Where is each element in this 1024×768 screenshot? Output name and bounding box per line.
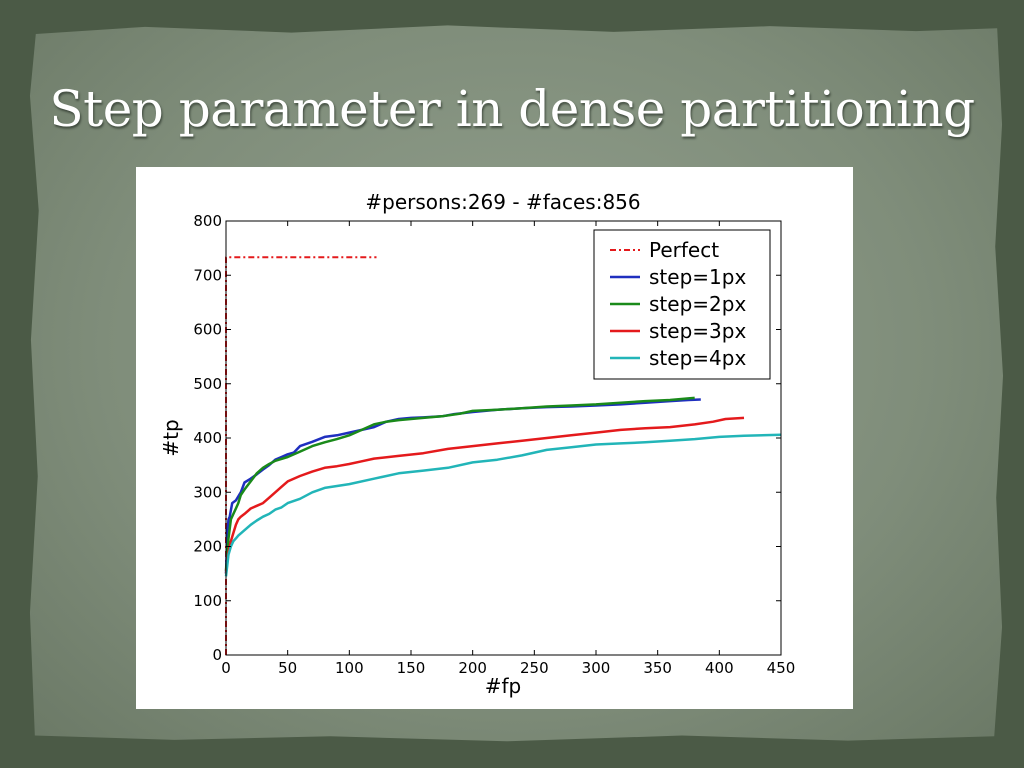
y-tick-label: 300 xyxy=(193,483,222,501)
legend-label: step=3px xyxy=(649,319,746,343)
x-tick-label: 150 xyxy=(397,659,426,677)
legend: Perfect step=1px step=2px step=3px step=4px xyxy=(593,229,771,380)
chart-figure: #persons:269 - #faces:856 0 50 100 150 200 25… xyxy=(136,167,853,709)
x-tick-label: 300 xyxy=(582,659,611,677)
legend-label: step=2px xyxy=(649,292,746,316)
series-line-step-1px xyxy=(224,398,701,574)
series-line-step-4px xyxy=(224,433,782,577)
x-axis-label: #fp xyxy=(485,674,522,698)
legend-label: step=1px xyxy=(649,265,746,289)
x-tick-label: 50 xyxy=(278,659,297,677)
chart-svg: #persons:269 - #faces:856 0 50 100 150 200 25… xyxy=(159,190,795,698)
chart-title: #persons:269 - #faces:856 xyxy=(365,190,640,214)
y-tick-label: 700 xyxy=(193,266,222,284)
x-tick-label: 200 xyxy=(458,659,487,677)
legend-label: Perfect xyxy=(649,238,719,262)
x-tick-label: 0 xyxy=(221,659,231,677)
y-tick-label: 0 xyxy=(212,646,222,664)
y-tick-label: 100 xyxy=(193,592,222,610)
y-axis-label: #tp xyxy=(159,419,183,456)
x-tick-label: 400 xyxy=(705,659,734,677)
x-tick-label: 450 xyxy=(767,659,796,677)
legend-label: step=4px xyxy=(649,346,746,370)
series-line-step-2px xyxy=(224,396,695,571)
y-tick-label: 200 xyxy=(193,538,222,556)
slide-title: Step parameter in dense partitioning xyxy=(49,80,975,138)
y-tick-label: 500 xyxy=(193,375,222,393)
series-line-perfect xyxy=(225,256,377,655)
y-tick-label: 600 xyxy=(193,321,222,339)
x-tick-label: 250 xyxy=(520,659,549,677)
y-tick-label: 400 xyxy=(193,429,222,447)
y-tick-label: 800 xyxy=(193,212,222,230)
axis-ticks: 0 50 100 150 200 250 300 350 400 450 0 100 200 300 400… xyxy=(193,212,795,677)
x-tick-label: 100 xyxy=(335,659,364,677)
x-tick-label: 350 xyxy=(643,659,672,677)
series-line-step-3px xyxy=(224,416,745,574)
